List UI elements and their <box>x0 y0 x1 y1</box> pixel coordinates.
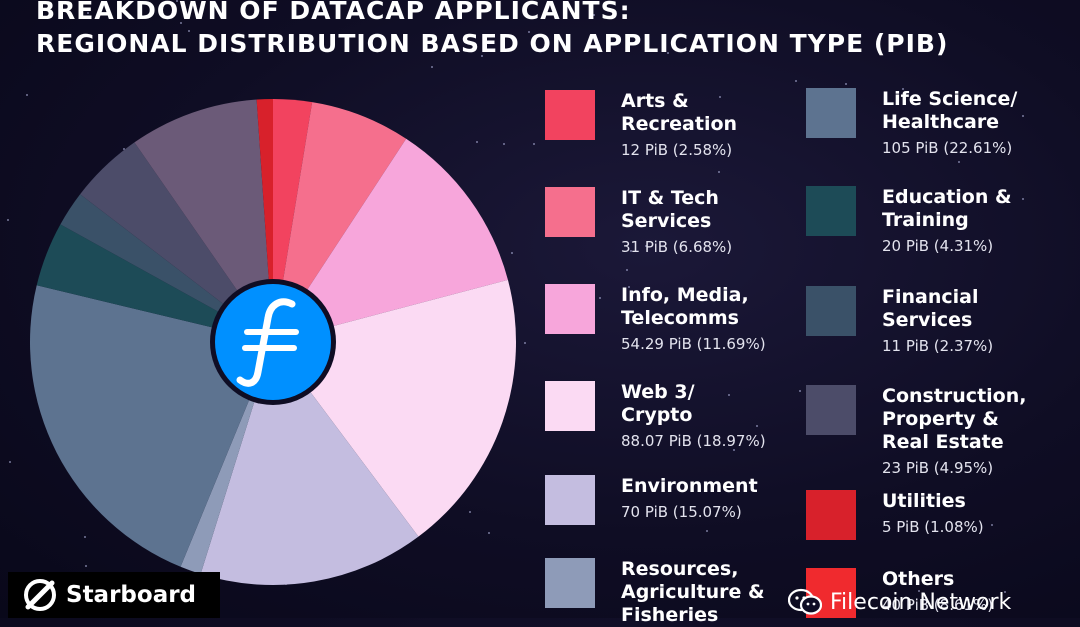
star-dot <box>902 88 904 90</box>
star-dot <box>630 250 632 252</box>
star-dot <box>958 161 960 163</box>
star-dot <box>503 143 505 145</box>
legend-swatch <box>545 90 595 140</box>
star-dot <box>645 245 647 247</box>
star-dot <box>706 530 708 532</box>
legend-label: IT & Tech Services <box>621 187 719 232</box>
star-dot <box>511 252 513 254</box>
star-dot <box>733 449 735 451</box>
star-dot <box>728 394 730 396</box>
legend-value: 20 PiB (4.31%) <box>882 237 994 255</box>
watermark-text: Filecoin Network <box>830 589 1012 615</box>
star-dot <box>431 66 433 68</box>
legend-swatch <box>806 88 856 138</box>
pie-slice-education-training <box>36 224 274 342</box>
star-dot <box>845 83 847 85</box>
legend-swatch <box>806 286 856 336</box>
star-dot <box>528 31 530 33</box>
star-dot <box>918 590 920 592</box>
pie-slice-construction-property-real-estate <box>80 142 273 342</box>
watermark: Filecoin Network <box>788 588 1011 616</box>
pie-slice-others <box>134 99 273 342</box>
star-dot <box>628 286 630 288</box>
star-dot <box>488 532 490 534</box>
star-dot <box>7 219 9 221</box>
star-dot <box>9 461 11 463</box>
chart-title-line-1: BREAKDOWN OF DATACAP APPLICANTS: <box>36 0 631 25</box>
wechat-icon <box>788 588 822 615</box>
legend-value: 5 PiB (1.08%) <box>882 518 984 536</box>
star-dot <box>599 297 601 299</box>
pie-slice-environment <box>200 342 419 586</box>
legend-value: 11 PiB (2.37%) <box>882 337 994 355</box>
legend-swatch <box>545 381 595 431</box>
star-dot <box>85 565 87 567</box>
legend-value: 23 PiB (4.95%) <box>882 459 994 477</box>
legend-value: 105 PiB (22.61%) <box>882 139 1013 157</box>
legend-swatch <box>806 385 856 435</box>
star-dot <box>593 14 595 16</box>
legend-value: 12 PiB (2.58%) <box>621 141 733 159</box>
legend-value: 88.07 PiB (18.97%) <box>621 432 766 450</box>
star-dot <box>476 141 478 143</box>
star-dot <box>180 22 182 24</box>
star-dot <box>667 52 669 54</box>
pie-chart <box>29 99 517 586</box>
legend-label: Education & Training <box>882 186 1012 231</box>
legend-label: Arts & Recreation <box>621 90 738 135</box>
star-dot <box>481 55 483 57</box>
star-dot <box>1004 591 1006 593</box>
starboard-brand: Starboard <box>8 572 220 618</box>
legend-label: Web 3/ Crypto <box>621 381 695 426</box>
legend-label: Financial Services <box>882 286 979 331</box>
chart-title-line-2: REGIONAL DISTRIBUTION BASED ON APPLICATI… <box>36 29 949 58</box>
star-dot <box>469 511 471 513</box>
star-dot <box>176 0 178 2</box>
pie-slice-info-media-telecomms <box>273 138 508 342</box>
legend-swatch <box>545 187 595 237</box>
chart-title: BREAKDOWN OF DATACAP APPLICANTS: REGIONA… <box>36 0 948 60</box>
legend-label: Info, Media, Telecomms <box>621 284 749 329</box>
star-dot <box>703 46 705 48</box>
star-dot <box>123 148 125 150</box>
star-dot <box>991 524 993 526</box>
star-dot <box>524 342 526 344</box>
star-dot <box>718 171 720 173</box>
star-dot <box>1022 198 1024 200</box>
star-dot <box>533 143 535 145</box>
star-dot <box>1022 115 1024 117</box>
pie-slice-it-tech-services <box>273 102 407 343</box>
legend-label: Others <box>882 568 955 590</box>
star-dot <box>719 96 721 98</box>
legend-value: 40 PiB (8.61%) <box>882 596 994 614</box>
star-dot <box>626 269 628 271</box>
legend-label: Utilities <box>882 490 966 512</box>
star-dot <box>26 94 28 96</box>
legend-label: Life Science/ Healthcare <box>882 88 1018 133</box>
brand-name: Starboard <box>66 582 197 608</box>
star-dot <box>756 425 758 427</box>
star-dot <box>84 536 86 538</box>
legend-label: Construction, Property & Real Estate <box>882 385 1027 453</box>
filecoin-icon <box>210 279 336 405</box>
pie-slice-financial-services <box>60 194 274 342</box>
star-dot <box>795 80 797 82</box>
legend-value: 70 PiB (15.07%) <box>621 503 742 521</box>
legend-swatch <box>545 284 595 334</box>
star-dot <box>188 30 190 32</box>
legend-swatch <box>806 490 856 540</box>
legend-swatch <box>806 186 856 236</box>
legend-value: 54.29 PiB (11.69%) <box>621 335 766 353</box>
legend-value: 31 PiB (6.68%) <box>621 238 733 256</box>
starboard-logo-icon <box>24 579 56 611</box>
star-dot <box>87 12 89 14</box>
legend-label: Environment <box>621 475 758 497</box>
legend-swatch <box>545 558 595 608</box>
star-dot <box>799 390 801 392</box>
legend-swatch <box>545 475 595 525</box>
